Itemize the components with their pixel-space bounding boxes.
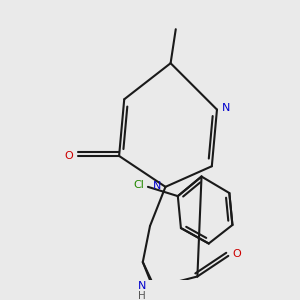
Text: O: O (232, 249, 241, 259)
Text: H: H (138, 292, 146, 300)
Text: O: O (65, 151, 74, 161)
Text: N: N (221, 103, 230, 113)
Text: N: N (153, 181, 161, 191)
Text: N: N (138, 281, 146, 291)
Text: Cl: Cl (133, 180, 144, 190)
